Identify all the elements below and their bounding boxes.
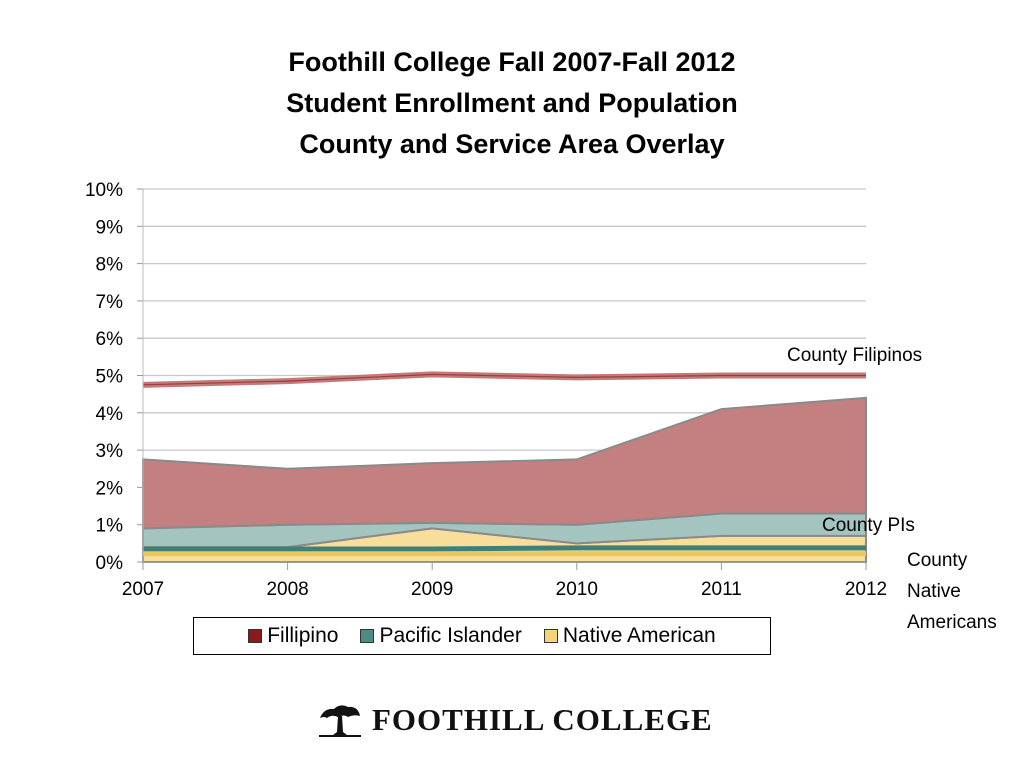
y-tick-label: 3% <box>96 441 124 462</box>
y-tick-label: 2% <box>96 478 124 499</box>
chart-title-line-1: Foothill College Fall 2007-Fall 2012 <box>288 47 736 77</box>
x-tick-label: 2012 <box>845 579 887 600</box>
annotation-label: County PIs <box>822 515 915 536</box>
annotation-label: Americans <box>907 612 997 633</box>
chart-title: Foothill College Fall 2007-Fall 2012 Stu… <box>0 42 1024 165</box>
chart-title-line-3: County and Service Area Overlay <box>299 129 725 159</box>
annotations: County Filipinos County PIs County Native Am… <box>787 345 997 633</box>
area-chart: 0% 1% 2% 3% 4% 5% 6% 7% 8% 9% 10% 2007 2008 2009 2010 2… <box>85 180 997 633</box>
legend-swatch-native-american <box>543 629 558 643</box>
logo-text: FOOTHILL COLLEGE <box>372 702 713 737</box>
y-tick-label: 4% <box>96 404 124 425</box>
legend-item-pacific-islander: Pacific Islander <box>360 624 522 648</box>
y-tick-label: 8% <box>96 255 124 276</box>
annotation-label: County <box>907 550 968 571</box>
legend: Fillipino Pacific Islander Native Americ… <box>193 617 771 655</box>
tree-icon <box>319 705 361 737</box>
y-tick-label: 9% <box>96 217 124 238</box>
legend-swatch-pacific-islander <box>360 629 375 643</box>
annotation-label: Native <box>907 581 961 602</box>
legend-label-fillipino: Fillipino <box>267 624 339 647</box>
y-tick-label: 0% <box>96 553 124 574</box>
legend-item-fillipino: Fillipino <box>248 624 338 648</box>
y-tick-label: 5% <box>96 367 124 388</box>
legend-label-pacific-islander: Pacific Islander <box>379 624 522 647</box>
y-tick-label: 1% <box>96 516 124 537</box>
y-tick-label: 6% <box>96 329 124 350</box>
legend-label-native-american: Native American <box>562 624 716 647</box>
line-county-filipinos-core <box>142 373 866 386</box>
chart-title-line-2: Student Enrollment and Population <box>286 88 738 118</box>
x-tick-label: 2009 <box>411 579 453 600</box>
x-tick-label: 2007 <box>122 579 164 600</box>
y-tick-label: 10% <box>85 180 123 201</box>
legend-swatch-fillipino <box>248 629 263 643</box>
legend-item-native-american: Native American <box>543 624 716 648</box>
x-tick-label: 2010 <box>556 579 598 600</box>
county-overlay-lines <box>142 371 866 557</box>
axes: 0% 1% 2% 3% 4% 5% 6% 7% 8% 9% 10% 2007 2008 2009 2010 2… <box>85 180 887 600</box>
x-tick-label: 2011 <box>701 579 742 600</box>
line-county-pis <box>143 545 866 552</box>
annotation-label: County Filipinos <box>787 345 922 366</box>
college-logo: FOOTHILL COLLEGE <box>318 700 713 740</box>
x-tick-label: 2008 <box>266 579 308 600</box>
area-fillipino <box>142 396 867 530</box>
stacked-areas <box>142 396 867 563</box>
y-tick-label: 7% <box>96 292 124 313</box>
